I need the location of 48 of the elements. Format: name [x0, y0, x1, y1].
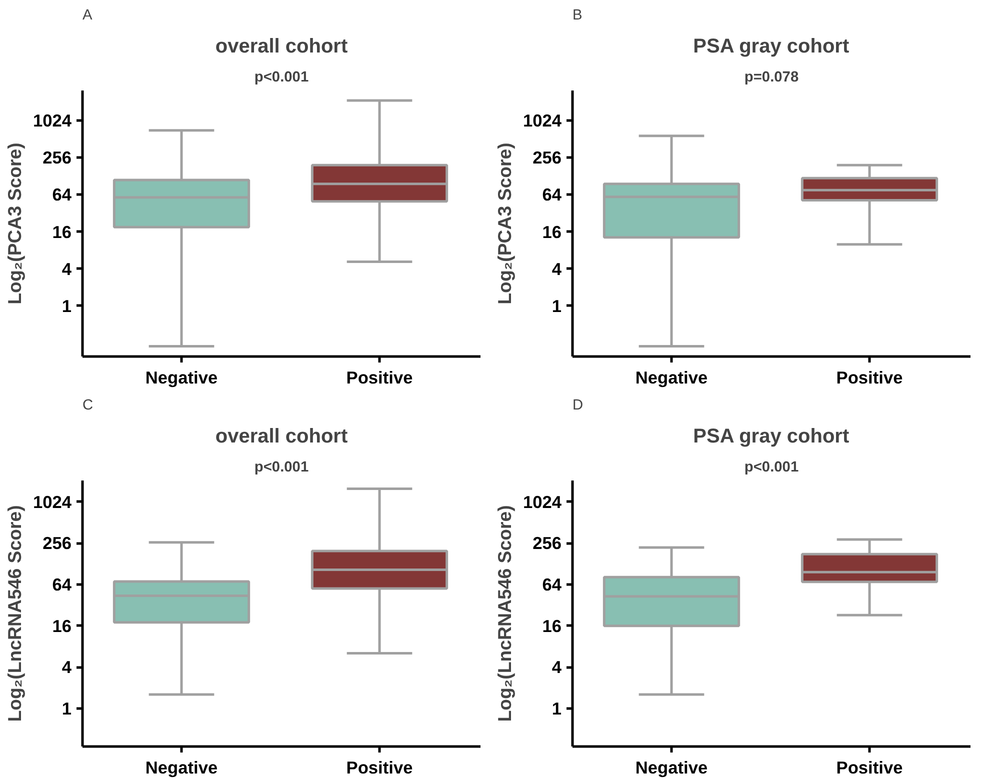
y-tick-label: 4	[552, 258, 562, 279]
chart-subtitle: p<0.001	[744, 460, 799, 476]
x-tick-label: Positive	[836, 368, 904, 388]
x-tick-label: Negative	[145, 368, 218, 388]
y-tick-label: 1	[62, 698, 72, 719]
y-tick-label: 256	[42, 533, 72, 554]
x-tick-label: Negative	[635, 368, 708, 388]
y-axis-title: Log₂(LncRNA546 Score)	[4, 505, 25, 722]
x-tick-label: Positive	[836, 758, 904, 778]
x-tick-label: Negative	[145, 758, 218, 778]
y-tick-label: 256	[532, 148, 562, 168]
y-tick-label: 16	[542, 222, 562, 242]
y-tick-label: 4	[552, 657, 562, 678]
x-tick-label: Positive	[346, 368, 414, 388]
x-tick-label: Positive	[346, 758, 414, 778]
y-tick-label: 4	[62, 657, 72, 678]
y-tick-label: 1024	[32, 110, 72, 131]
y-axis-title: Log₂(PCA3 Score)	[4, 142, 25, 304]
y-tick-label: 1	[552, 698, 562, 719]
x-tick-label: Negative	[635, 758, 708, 778]
y-tick-label: 16	[52, 222, 72, 242]
y-tick-label: 1	[552, 296, 562, 316]
y-tick-label: 256	[42, 148, 72, 168]
text: A	[82, 8, 92, 24]
y-tick-label: 4	[62, 258, 72, 279]
y-tick-label: 1024	[522, 492, 562, 512]
y-tick-label: 256	[532, 533, 562, 554]
chart-title: overall cohort	[215, 36, 348, 58]
chart-title: overall cohort	[215, 426, 348, 448]
text: C	[82, 398, 94, 414]
y-tick-label: 1024	[522, 110, 562, 131]
y-tick-label: 64	[52, 184, 72, 205]
chart-subtitle: p<0.001	[254, 70, 309, 86]
chart-title: PSA gray cohort	[693, 426, 850, 448]
chart-subtitle: p<0.001	[254, 460, 309, 476]
y-tick-label: 16	[542, 616, 562, 636]
y-tick-label: 1	[62, 296, 72, 316]
y-axis-title: Log₂(PCA3 Score)	[494, 142, 515, 304]
chart-title: PSA gray cohort	[693, 36, 850, 58]
chart-subtitle: p=0.078	[744, 70, 799, 86]
y-tick-label: 64	[542, 574, 562, 595]
y-tick-label: 64	[52, 574, 72, 595]
y-tick-label: 1024	[32, 492, 72, 512]
y-axis-title: Log₂(LncRNA546 Score)	[494, 505, 515, 722]
text: B	[572, 8, 582, 24]
y-tick-label: 64	[542, 184, 562, 205]
text: D	[572, 398, 584, 414]
y-tick-label: 16	[52, 616, 72, 636]
